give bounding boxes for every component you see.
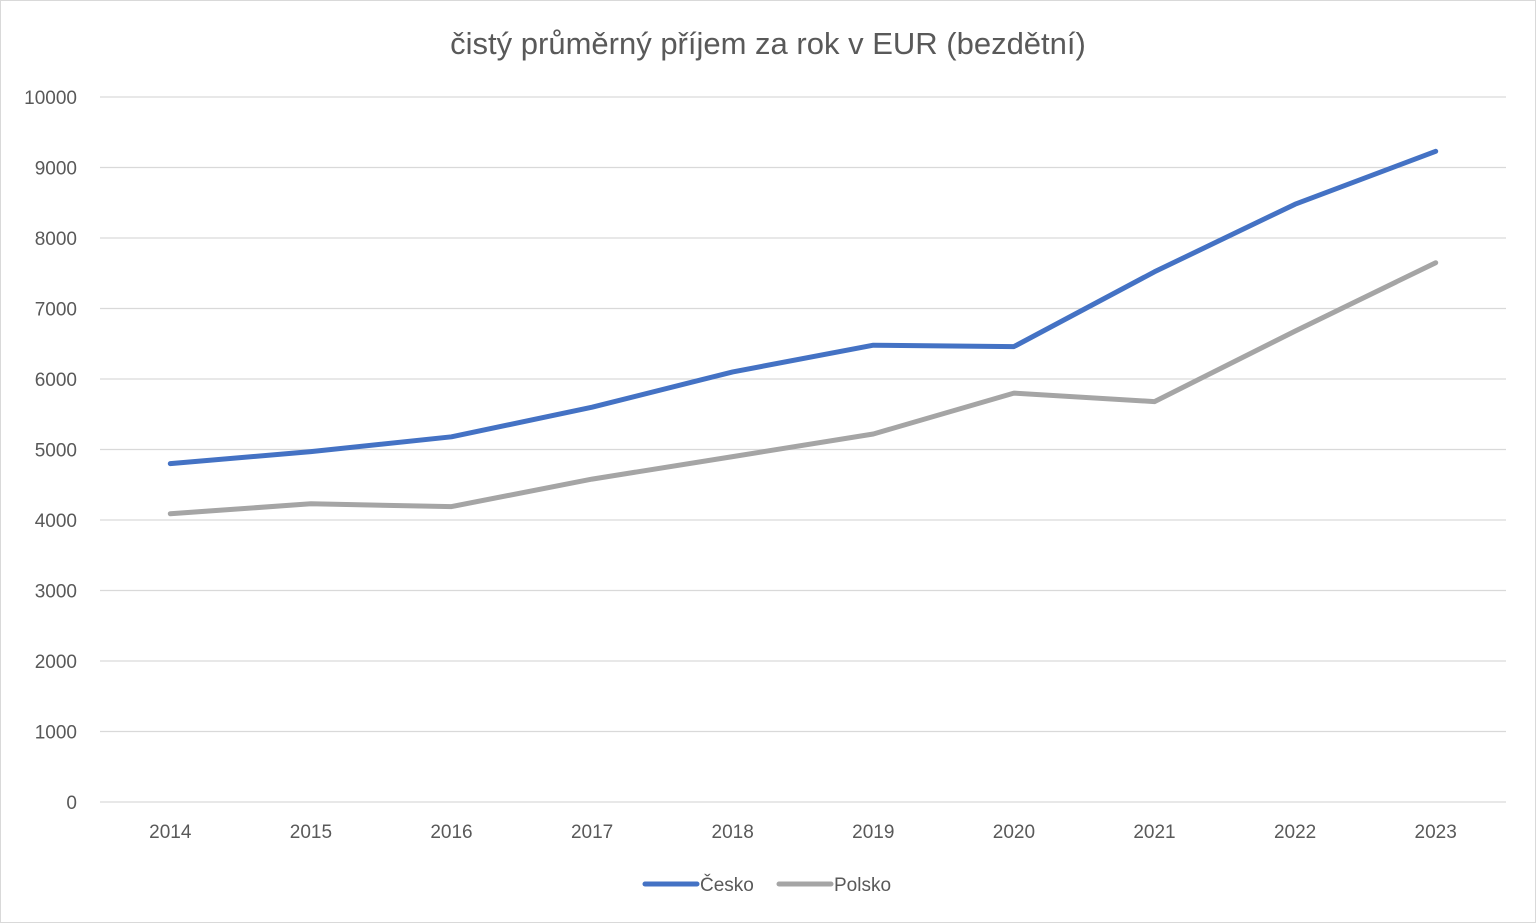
x-tick-label: 2022 [1274,822,1316,843]
y-tick-label: 2000 [35,652,77,673]
y-axis-tick-labels: 0 1000 2000 3000 4000 5000 6000 7000 8000 9000 100… [24,88,77,814]
legend: Česko Polsko [642,874,891,896]
legend-label: Česko [700,874,754,896]
y-tick-label: 4000 [35,511,77,532]
y-tick-label: 5000 [35,441,77,462]
x-tick-label: 2018 [712,822,754,843]
series-line-1 [167,260,1439,517]
x-tick-label: 2023 [1415,822,1457,843]
y-tick-label: 10000 [24,88,77,109]
x-tick-label: 2020 [993,822,1035,843]
y-tick-label: 1000 [35,723,77,744]
chart-title: čistý průměrný příjem za rok v EUR (bezd… [450,26,1086,61]
x-tick-label: 2019 [852,822,894,843]
x-tick-label: 2021 [1133,822,1175,843]
series-line-0 [167,148,1439,467]
x-tick-label: 2017 [571,822,613,843]
x-tick-label: 2015 [290,822,332,843]
y-tick-label: 3000 [35,582,77,603]
x-tick-label: 2016 [430,822,472,843]
y-tick-label: 7000 [35,300,77,321]
y-tick-label: 6000 [35,370,77,391]
x-axis-tick-labels: 2014 2015 2016 2017 2018 2019 2020 2021 2022 2023 [149,822,1457,843]
legend-label: Polsko [834,875,891,896]
y-tick-label: 0 [66,793,77,814]
x-tick-label: 2014 [149,822,192,843]
y-tick-label: 8000 [35,229,77,250]
gridlines [100,96,1506,803]
series-lines [167,148,1439,517]
y-tick-label: 9000 [35,159,77,180]
